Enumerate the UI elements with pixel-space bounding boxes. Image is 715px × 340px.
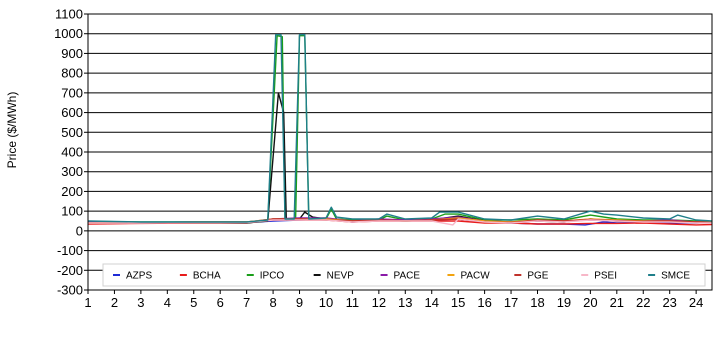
x-tick-label: 8 <box>269 295 276 310</box>
y-tick-label: -200 <box>57 263 83 278</box>
x-tick-label: 11 <box>346 295 360 310</box>
x-tick-label: 20 <box>583 295 597 310</box>
x-tick-label: 19 <box>557 295 571 310</box>
x-tick-label: 23 <box>662 295 676 310</box>
y-tick-label: 500 <box>61 125 83 140</box>
y-tick-label: 100 <box>61 204 83 219</box>
y-tick-label: 1100 <box>55 7 83 22</box>
y-tick-label: 900 <box>61 46 83 61</box>
x-tick-label: 13 <box>398 295 412 310</box>
x-tick-label: 10 <box>319 295 333 310</box>
y-tick-label: 600 <box>61 105 83 120</box>
legend-label-pacw: PACW <box>460 271 490 282</box>
x-tick-label: 14 <box>424 295 438 310</box>
x-tick-label: 9 <box>296 295 303 310</box>
x-tick-label: 1 <box>84 295 91 310</box>
legend-label-pge: PGE <box>527 271 548 282</box>
legend-label-psei: PSEI <box>594 271 617 282</box>
y-tick-label: 200 <box>61 184 83 199</box>
y-tick-label: 700 <box>61 85 83 100</box>
y-tick-label: -100 <box>57 243 83 258</box>
x-tick-label: 12 <box>372 295 386 310</box>
y-tick-label: 0 <box>76 223 83 238</box>
legend-label-nevp: NEVP <box>327 271 355 282</box>
y-tick-label: 300 <box>61 164 83 179</box>
x-axis: 1 2 3 4 5 6 7 8 9 10 11 12 13 14 15 16 17 18 19 20 21 22 23 24 <box>84 290 703 310</box>
y-tick-label: -300 <box>57 283 83 298</box>
x-tick-label: 16 <box>477 295 491 310</box>
y-tick-label: 800 <box>61 66 83 81</box>
legend-label-ipco: IPCO <box>260 271 285 282</box>
legend-label-bcha: BCHA <box>193 271 221 282</box>
x-tick-label: 24 <box>689 295 703 310</box>
x-tick-label: 22 <box>636 295 650 310</box>
grid-lines <box>88 13 712 291</box>
legend-label-pace: PACE <box>394 271 421 282</box>
x-tick-label: 6 <box>217 295 224 310</box>
legend-label-azps: AZPS <box>126 271 152 282</box>
y-axis: 110010009008007006005004003002001000-100… <box>54 7 88 298</box>
plot-frame <box>87 13 713 291</box>
x-tick-label: 7 <box>243 295 250 310</box>
x-tick-label: 2 <box>111 295 118 310</box>
series-line-ipco <box>87 35 713 223</box>
x-tick-label: 5 <box>190 295 197 310</box>
x-tick-label: 18 <box>530 295 544 310</box>
x-tick-label: 3 <box>137 295 144 310</box>
legend-box <box>102 263 706 287</box>
y-axis-title: Price ($/MWh) <box>5 92 19 169</box>
x-tick-label: 4 <box>164 295 171 310</box>
y-tick-label: 400 <box>61 145 83 160</box>
legend: AZPS BCHA IPCO NEVP PACE PACW PGE PSEI SMCE <box>102 263 706 287</box>
x-tick-label: 15 <box>451 295 465 310</box>
x-tick-label: 17 <box>504 295 518 310</box>
series-line-smce <box>87 34 713 223</box>
series-lines <box>87 34 713 226</box>
x-tick-label: 21 <box>610 295 624 310</box>
plot-border <box>87 13 713 291</box>
legend-label-smce: SMCE <box>661 271 690 282</box>
y-tick-label: 1000 <box>54 26 83 41</box>
